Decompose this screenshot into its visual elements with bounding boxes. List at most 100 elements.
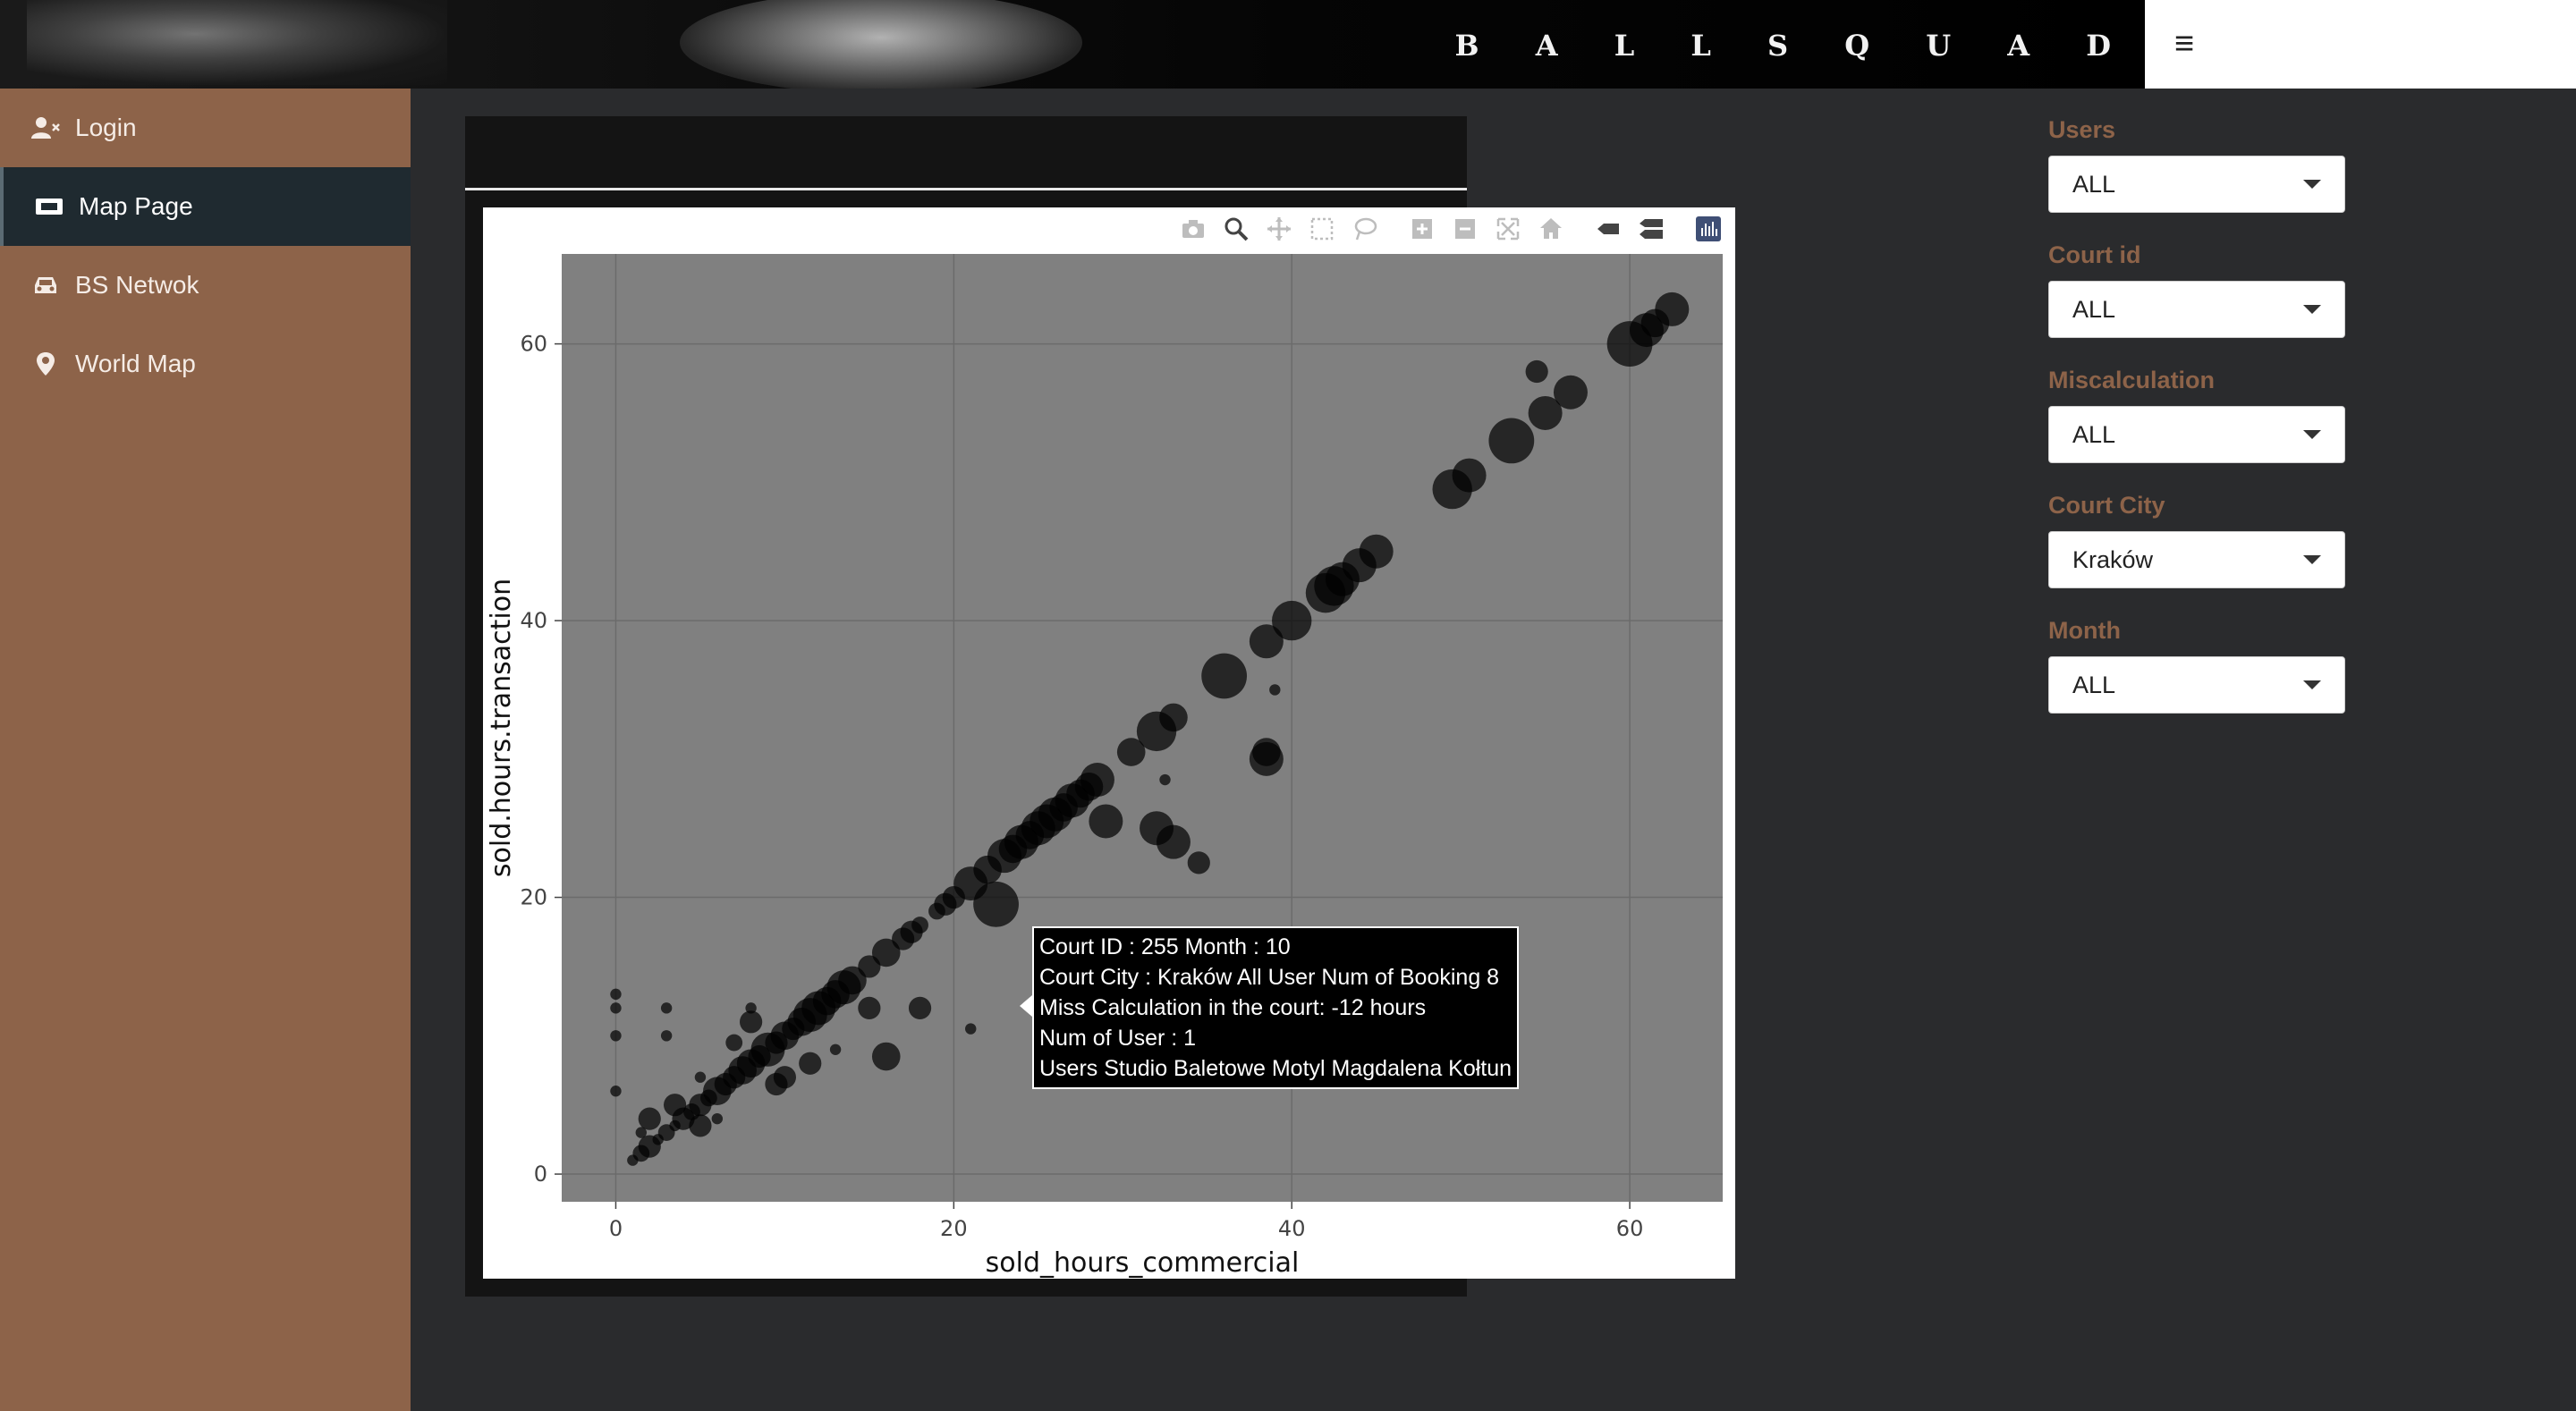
scatter-point bbox=[1187, 851, 1210, 874]
filter-label: Court id bbox=[2048, 241, 2141, 268]
zoom-out-icon[interactable] bbox=[1445, 209, 1485, 249]
x-axis-label: sold_hours_commercial bbox=[986, 1247, 1300, 1279]
scatter-point bbox=[694, 1071, 707, 1083]
filter-court-id: Court id ALL bbox=[2048, 241, 2352, 338]
sidebar-toggle-button[interactable]: ≡ bbox=[2145, 0, 2224, 89]
select-value: ALL bbox=[2072, 295, 2116, 323]
scatter-point bbox=[1272, 600, 1312, 641]
sidebar-item-label: Login bbox=[75, 114, 137, 141]
car-icon bbox=[29, 272, 63, 299]
scatter-point bbox=[911, 917, 928, 934]
tooltip-arrow bbox=[1020, 995, 1032, 1017]
caret-down-icon bbox=[2303, 180, 2321, 189]
filter-miscalculation: Miscalculation ALL bbox=[2048, 367, 2352, 463]
select-value: Kraków bbox=[2072, 545, 2154, 573]
spike-lines-icon[interactable] bbox=[1589, 209, 1628, 249]
caret-down-icon bbox=[2303, 305, 2321, 314]
court-city-select[interactable]: Kraków bbox=[2048, 531, 2345, 588]
sidebar-item-bs-netwok[interactable]: BS Netwok bbox=[0, 246, 411, 325]
scatter-plot-svg[interactable]: 0 20 40 60 0 20 40 60 sold_hours_commercial sold.… bbox=[483, 207, 1735, 1279]
zoom-in-icon[interactable] bbox=[1402, 209, 1442, 249]
sidebar-item-login[interactable]: Login bbox=[0, 89, 411, 167]
x-tick-label: 0 bbox=[609, 1216, 623, 1241]
app-logo: B A L L S Q U A D bbox=[1454, 29, 2134, 63]
filter-users: Users ALL bbox=[2048, 116, 2352, 213]
x-tick-label: 60 bbox=[1616, 1216, 1644, 1241]
user-x-icon bbox=[29, 114, 63, 141]
scatter-point bbox=[1269, 684, 1281, 696]
scatter-point bbox=[1553, 375, 1588, 410]
scatter-point bbox=[663, 1094, 687, 1117]
y-tick-label: 20 bbox=[520, 885, 547, 910]
compare-hover-icon[interactable] bbox=[1631, 209, 1671, 249]
select-value: ALL bbox=[2072, 671, 2116, 698]
lasso-select-icon[interactable] bbox=[1345, 209, 1385, 249]
scatter-point bbox=[799, 1052, 822, 1075]
sidebar-item-world-map[interactable]: World Map bbox=[0, 325, 411, 403]
filter-panel: Users ALL Court id ALL Miscalculation AL… bbox=[2048, 116, 2352, 742]
y-tick-label: 60 bbox=[520, 332, 547, 357]
map-pin-icon bbox=[29, 351, 63, 377]
scatter-point bbox=[1159, 773, 1171, 786]
tooltip-line: Court ID : 255 Month : 10 bbox=[1039, 934, 1291, 959]
tooltip-line: Num of User : 1 bbox=[1039, 1026, 1197, 1051]
scatter-point bbox=[711, 1112, 724, 1125]
plot-modebar bbox=[1174, 207, 1735, 250]
scatter-point bbox=[871, 938, 901, 967]
court-id-select[interactable]: ALL bbox=[2048, 281, 2345, 338]
y-axis-label: sold.hours.transaction bbox=[486, 579, 517, 877]
reset-axes-icon[interactable] bbox=[1531, 209, 1571, 249]
scatter-point bbox=[1655, 291, 1690, 326]
scatter-point bbox=[1201, 653, 1248, 699]
filter-label: Court City bbox=[2048, 492, 2165, 519]
scatter-point bbox=[610, 1086, 622, 1097]
hover-tooltip: Court ID : 255 Month : 10 Court City : K… bbox=[1032, 926, 1520, 1089]
scatter-point bbox=[1525, 359, 1548, 384]
scatter-point bbox=[838, 966, 867, 995]
scatter-point bbox=[965, 1023, 977, 1035]
plotly-logo-icon[interactable] bbox=[1689, 209, 1728, 249]
scatter-point bbox=[829, 1043, 842, 1055]
scatter-plot[interactable]: 0 20 40 60 0 20 40 60 sold_hours_commercial sold.… bbox=[483, 207, 1735, 1279]
header-banner: B A L L S Q U A D bbox=[0, 0, 2145, 89]
tooltip-line: Miss Calculation in the court: -12 hours bbox=[1039, 995, 1427, 1020]
autoscale-icon[interactable] bbox=[1488, 209, 1528, 249]
scatter-point bbox=[1116, 738, 1146, 766]
sidebar-item-label: World Map bbox=[75, 350, 196, 377]
scatter-point bbox=[745, 1002, 757, 1014]
filter-label: Users bbox=[2048, 116, 2116, 143]
scatter-point bbox=[610, 1030, 622, 1042]
header-right-area bbox=[2224, 0, 2576, 89]
scatter-point bbox=[871, 1042, 901, 1071]
scatter-point bbox=[660, 1030, 673, 1042]
scatter-point bbox=[1080, 763, 1114, 798]
scatter-point bbox=[638, 1107, 661, 1130]
scatter-point bbox=[1156, 824, 1191, 859]
month-select[interactable]: ALL bbox=[2048, 656, 2345, 714]
camera-icon[interactable] bbox=[1174, 209, 1213, 249]
caret-down-icon bbox=[2303, 555, 2321, 564]
pan-icon[interactable] bbox=[1259, 209, 1299, 249]
scatter-point bbox=[610, 988, 622, 1001]
miscalculation-select[interactable]: ALL bbox=[2048, 406, 2345, 463]
sidebar-item-label: BS Netwok bbox=[75, 271, 199, 299]
filter-label: Miscalculation bbox=[2048, 367, 2216, 393]
scatter-point bbox=[1252, 738, 1281, 766]
scatter-point bbox=[1249, 624, 1284, 659]
scatter-point bbox=[765, 1072, 788, 1096]
box-select-icon[interactable] bbox=[1302, 209, 1342, 249]
filter-month: Month ALL bbox=[2048, 617, 2352, 714]
scatter-point bbox=[660, 1002, 673, 1014]
scatter-point bbox=[908, 996, 932, 1019]
y-tick-label: 40 bbox=[520, 608, 547, 633]
users-select[interactable]: ALL bbox=[2048, 156, 2345, 213]
scatter-point bbox=[973, 881, 1019, 927]
caret-down-icon bbox=[2303, 430, 2321, 439]
zoom-icon[interactable] bbox=[1216, 209, 1256, 249]
caret-down-icon bbox=[2303, 680, 2321, 689]
sidebar-item-map-page[interactable]: Map Page bbox=[0, 167, 411, 246]
filter-label: Month bbox=[2048, 617, 2121, 644]
y-tick-label: 0 bbox=[534, 1162, 547, 1187]
scatter-point bbox=[1528, 395, 1563, 430]
scatter-point bbox=[1452, 458, 1487, 493]
